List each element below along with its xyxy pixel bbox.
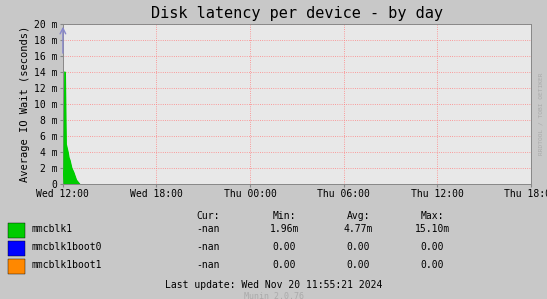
- Text: 4.77m: 4.77m: [344, 224, 373, 234]
- Text: 0.00: 0.00: [421, 242, 444, 252]
- Text: 0.00: 0.00: [273, 242, 296, 252]
- Text: -nan: -nan: [196, 242, 219, 252]
- Text: RRDTOOL / TOBI OETIKER: RRDTOOL / TOBI OETIKER: [538, 72, 543, 155]
- Text: -nan: -nan: [196, 260, 219, 270]
- Text: 15.10m: 15.10m: [415, 224, 450, 234]
- Text: 1.96m: 1.96m: [270, 224, 299, 234]
- Title: Disk latency per device - by day: Disk latency per device - by day: [151, 6, 443, 21]
- Text: 0.00: 0.00: [421, 260, 444, 270]
- Text: mmcblk1boot0: mmcblk1boot0: [31, 242, 102, 252]
- Text: Avg:: Avg:: [347, 211, 370, 221]
- Text: Cur:: Cur:: [196, 211, 219, 221]
- Text: Max:: Max:: [421, 211, 444, 221]
- Text: 0.00: 0.00: [347, 242, 370, 252]
- Text: 0.00: 0.00: [347, 260, 370, 270]
- Text: Munin 2.0.76: Munin 2.0.76: [243, 292, 304, 299]
- Text: mmcblk1: mmcblk1: [31, 224, 72, 234]
- Text: -nan: -nan: [196, 224, 219, 234]
- Y-axis label: Average IO Wait (seconds): Average IO Wait (seconds): [20, 26, 30, 182]
- Text: Min:: Min:: [273, 211, 296, 221]
- Text: 0.00: 0.00: [273, 260, 296, 270]
- Text: mmcblk1boot1: mmcblk1boot1: [31, 260, 102, 270]
- Text: Last update: Wed Nov 20 11:55:21 2024: Last update: Wed Nov 20 11:55:21 2024: [165, 280, 382, 290]
